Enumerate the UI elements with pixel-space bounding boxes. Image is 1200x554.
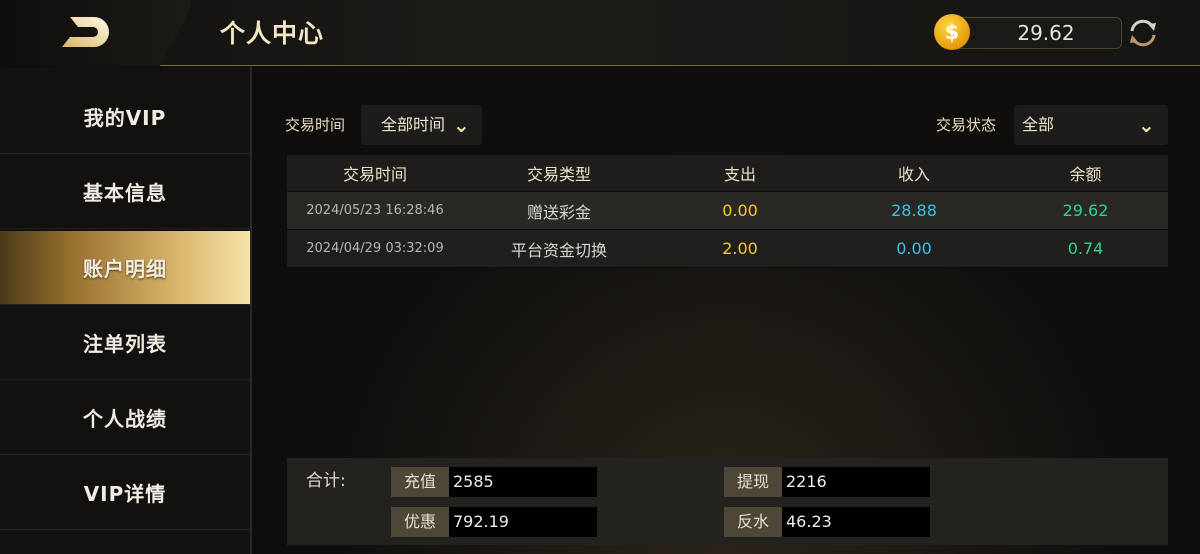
cell-time: 2024/05/23 16:28:46 — [306, 203, 444, 218]
sidebar-item-vip-details[interactable]: VIP详情 — [0, 456, 250, 530]
sidebar-item-label: 我的VIP — [83, 106, 167, 130]
deposit-value: 2585 — [449, 467, 597, 497]
summary-panel: 合计: 充值 2585 提现 2216 优惠 792.19 反水 46.23 — [287, 458, 1168, 545]
col-header-type: 交易类型 — [526, 165, 591, 184]
chevron-down-icon: ⌄ — [453, 113, 470, 137]
sidebar-item-account-details[interactable]: 账户明细 — [0, 231, 250, 305]
table-row[interactable]: 2024/04/29 03:32:09 平台资金切换 2.00 0.00 0.7… — [287, 230, 1168, 268]
time-filter-value: 全部时间 — [381, 115, 446, 134]
cell-expense: 0.00 — [722, 201, 758, 220]
sidebar-item-label: 注单列表 — [83, 332, 167, 356]
cell-balance: 29.62 — [1062, 201, 1109, 220]
status-filter-dropdown[interactable]: 全部 ⌄ — [1014, 105, 1168, 145]
withdraw-label: 提现 — [724, 467, 782, 497]
time-filter-label: 交易时间 — [285, 116, 346, 134]
bonus-label: 优惠 — [391, 507, 449, 537]
balance-display: 29.62 — [950, 17, 1122, 49]
status-filter-value: 全部 — [1022, 115, 1055, 134]
header: 个人中心 29.62 $ — [0, 0, 1200, 66]
cell-expense: 2.00 — [722, 239, 758, 258]
cell-income: 0.00 — [896, 239, 932, 258]
bonus-value: 792.19 — [449, 507, 597, 537]
col-header-time: 交易时间 — [342, 165, 407, 184]
cell-income: 28.88 — [891, 201, 937, 220]
table-header: 交易时间 交易类型 支出 收入 余额 — [287, 155, 1168, 192]
time-filter-dropdown[interactable]: 全部时间 ⌄ — [361, 105, 482, 145]
back-zone — [0, 0, 190, 66]
sidebar-item-bet-list[interactable]: 注单列表 — [0, 306, 250, 380]
cell-type: 赠送彩金 — [526, 202, 591, 222]
back-icon[interactable] — [60, 15, 110, 49]
cell-balance: 0.74 — [1067, 239, 1104, 258]
col-header-balance: 余额 — [1069, 165, 1102, 184]
transactions-table: 交易时间 交易类型 支出 收入 余额 2024/05/23 16:28:46 赠… — [287, 155, 1168, 268]
rebate-value: 46.23 — [782, 507, 930, 537]
col-header-expense: 支出 — [723, 165, 756, 184]
sidebar-item-label: 个人战绩 — [83, 407, 167, 431]
sidebar-item-label: 基本信息 — [83, 181, 167, 205]
sidebar-item-basic-info[interactable]: 基本信息 — [0, 155, 250, 229]
chevron-down-icon: ⌄ — [1138, 113, 1155, 137]
cell-type: 平台资金切换 — [510, 240, 607, 260]
sidebar-item-label: VIP详情 — [83, 482, 167, 506]
withdraw-value: 2216 — [782, 467, 930, 497]
deposit-label: 充值 — [391, 467, 449, 497]
summary-label: 合计: — [306, 471, 346, 491]
cell-time: 2024/04/29 03:32:09 — [306, 241, 444, 256]
table-row[interactable]: 2024/05/23 16:28:46 赠送彩金 0.00 28.88 29.6… — [287, 192, 1168, 230]
sidebar-item-label: 账户明细 — [83, 257, 167, 281]
sidebar-item-my-vip[interactable]: 我的VIP — [0, 80, 250, 154]
rebate-label: 反水 — [724, 507, 782, 537]
refresh-icon[interactable] — [1126, 16, 1160, 50]
sidebar-item-personal-record[interactable]: 个人战绩 — [0, 381, 250, 455]
status-filter-label: 交易状态 — [936, 116, 997, 134]
col-header-income: 收入 — [897, 165, 930, 184]
page-title: 个人中心 — [220, 19, 325, 48]
dollar-coin-icon: $ — [934, 14, 970, 50]
sidebar: 我的VIP 基本信息 账户明细 注单列表 个人战绩 VIP详情 — [0, 67, 252, 554]
